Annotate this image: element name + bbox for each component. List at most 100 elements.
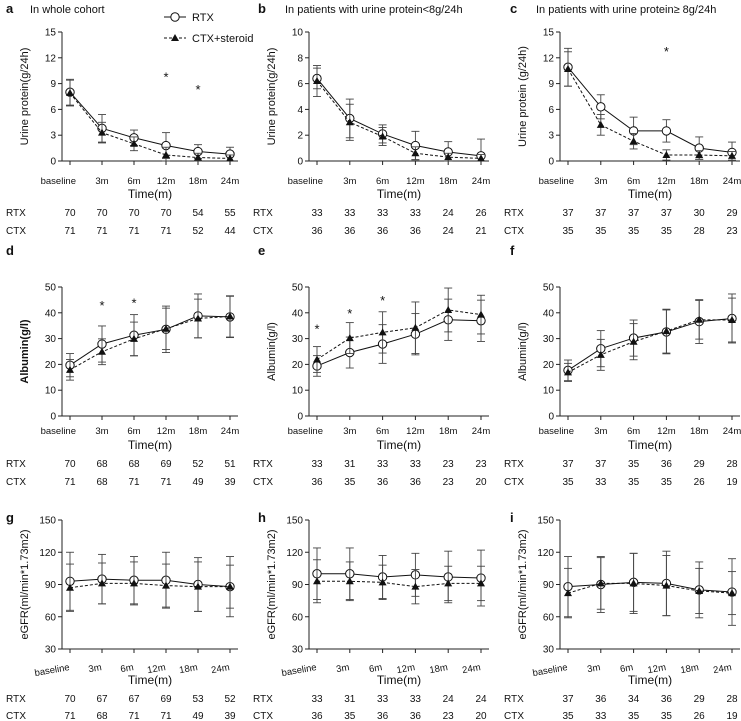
series-rtx <box>563 47 737 162</box>
y-axis-title: eGFR(ml/min*1.73m2) <box>266 529 278 639</box>
series-line <box>567 581 733 593</box>
y-tick-label: 3 <box>50 131 56 142</box>
panel-letter: a <box>6 1 14 16</box>
x-tick-label: 3m <box>95 176 108 187</box>
ctx-point <box>596 120 605 128</box>
ctx-point <box>226 154 234 162</box>
n-rtx-value: 23 <box>475 459 487 470</box>
series-line <box>69 582 230 589</box>
ctx-point <box>98 128 106 136</box>
n-ctx-value: 26 <box>694 477 706 488</box>
n-row-label-rtx: RTX <box>6 208 26 219</box>
series-line <box>69 91 231 155</box>
legend-rtx-label: RTX <box>192 12 214 24</box>
x-tick-label: baseline <box>288 176 323 187</box>
series-line <box>316 309 482 360</box>
n-ctx-value: 36 <box>377 226 389 237</box>
n-rtx-value: 33 <box>377 694 389 705</box>
y-tick-label: 90 <box>543 580 555 591</box>
y-tick-label: 90 <box>45 580 57 591</box>
n-rtx-value: 37 <box>562 459 574 470</box>
x-tick-label: 24m <box>221 176 240 187</box>
n-ctx-value: 71 <box>64 711 76 721</box>
x-tick-label: 12m <box>396 662 416 676</box>
n-rtx-value: 53 <box>192 694 204 705</box>
panel-letter: b <box>258 1 266 16</box>
y-tick-label: 0 <box>297 157 303 168</box>
ctx-point <box>313 577 321 585</box>
x-tick-label: 18m <box>439 176 458 187</box>
x-tick-label: 6m <box>627 426 640 437</box>
n-ctx-value: 71 <box>64 226 76 237</box>
x-tick-label: 18m <box>439 426 458 437</box>
ctx-point <box>411 323 420 331</box>
rtx-point <box>661 126 672 136</box>
n-row-label-ctx: CTX <box>504 711 524 721</box>
n-ctx-value: 44 <box>224 226 236 237</box>
panel-i: i 30 60 90 120 150 baseline 3m 6m 12m 18m 24m Time(m… <box>504 510 740 721</box>
n-row-label-ctx: CTX <box>253 477 273 488</box>
n-rtx-value: 37 <box>628 208 640 219</box>
ctx-point <box>662 150 671 158</box>
n-rtx-value: 37 <box>595 208 607 219</box>
x-tick-label: 24m <box>461 662 481 676</box>
x-tick-label: 18m <box>429 662 449 676</box>
panel-c: c In patients with urine protein≥ 8g/24h 0… <box>504 1 741 237</box>
n-rtx-value: 67 <box>96 694 108 705</box>
ctx-point <box>378 328 387 336</box>
n-row-label-rtx: RTX <box>504 459 524 470</box>
n-rtx-value: 69 <box>160 694 172 705</box>
n-rtx-value: 30 <box>694 208 706 219</box>
x-tick-label: 18m <box>178 662 198 676</box>
n-ctx-value: 49 <box>192 711 204 721</box>
n-rtx-value: 29 <box>694 694 706 705</box>
x-tick-label: 6m <box>619 662 634 675</box>
n-ctx-value: 71 <box>160 226 172 237</box>
panel-a: a In whole cohort 0 3 6 9 12 15 baseline 3m 6m 12m 1… <box>6 1 239 237</box>
ctx-point <box>345 118 354 126</box>
ctx-point <box>596 579 605 587</box>
ctx-point <box>629 137 638 145</box>
legend-ctx-marker <box>171 34 179 41</box>
y-tick-label: 150 <box>286 516 303 527</box>
y-tick-label: 6 <box>548 105 554 116</box>
ctx-point <box>477 154 485 162</box>
n-rtx-value: 24 <box>443 694 455 705</box>
series-rtx <box>65 78 235 162</box>
series-line <box>316 319 482 367</box>
panel-letter: d <box>6 243 14 258</box>
n-row-label-rtx: RTX <box>6 459 26 470</box>
x-tick-label: 12m <box>157 176 176 187</box>
n-ctx-value: 71 <box>96 226 108 237</box>
x-axis-title: Time(m) <box>377 673 421 687</box>
x-tick-label: baseline <box>281 662 318 679</box>
n-rtx-value: 28 <box>726 459 738 470</box>
ctx-point <box>596 350 605 358</box>
x-tick-label: baseline <box>539 176 574 187</box>
n-rtx-value: 35 <box>628 459 640 470</box>
significance-star: * <box>347 306 352 321</box>
rtx-point <box>596 102 606 112</box>
ctx-point <box>629 579 638 587</box>
ctx-point <box>345 334 354 342</box>
x-tick-label: 24m <box>472 426 491 437</box>
n-ctx-value: 36 <box>311 226 323 237</box>
n-ctx-value: 26 <box>694 711 706 721</box>
ctx-point <box>98 347 106 355</box>
ctx-point <box>162 581 170 589</box>
n-rtx-value: 33 <box>344 208 356 219</box>
n-rtx-value: 70 <box>128 208 140 219</box>
ctx-point <box>66 89 74 97</box>
n-rtx-value: 36 <box>661 459 673 470</box>
n-ctx-value: 36 <box>410 711 422 721</box>
y-tick-label: 0 <box>50 412 56 423</box>
n-ctx-value: 68 <box>96 477 108 488</box>
series-ctx <box>313 559 485 605</box>
y-axis-title: Albumin(g/l) <box>19 319 31 383</box>
series-line <box>69 92 231 159</box>
ctx-point <box>66 365 74 373</box>
n-rtx-value: 51 <box>224 459 236 470</box>
significance-star: * <box>99 298 104 313</box>
significance-star: * <box>163 70 168 85</box>
n-rtx-value: 33 <box>410 459 422 470</box>
